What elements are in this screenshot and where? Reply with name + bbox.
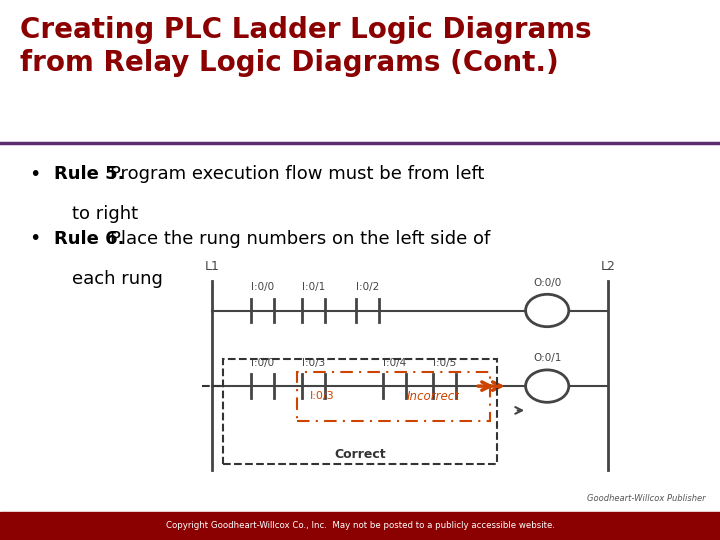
Text: I:0/0: I:0/0 bbox=[251, 357, 274, 368]
Text: •: • bbox=[29, 230, 40, 248]
Bar bbox=[297, 372, 490, 421]
Text: I:0/5: I:0/5 bbox=[433, 357, 456, 368]
Text: Correct: Correct bbox=[334, 448, 386, 461]
Text: I:0/0: I:0/0 bbox=[251, 282, 274, 292]
Text: L2: L2 bbox=[601, 260, 616, 273]
Text: O:0/0: O:0/0 bbox=[533, 278, 562, 288]
Text: O:0/1: O:0/1 bbox=[533, 353, 562, 363]
Text: each rung: each rung bbox=[72, 270, 163, 288]
Text: L1: L1 bbox=[205, 260, 220, 273]
Text: to right: to right bbox=[72, 205, 138, 223]
Text: I:0/1: I:0/1 bbox=[302, 282, 325, 292]
Text: Rule 6.: Rule 6. bbox=[54, 230, 125, 247]
Text: Incorrect: Incorrect bbox=[406, 390, 459, 403]
Text: Program execution flow must be from left: Program execution flow must be from left bbox=[110, 165, 485, 183]
Text: I:0/4: I:0/4 bbox=[383, 357, 406, 368]
Text: Goodheart-Willcox Publisher: Goodheart-Willcox Publisher bbox=[587, 494, 706, 503]
Text: Place the rung numbers on the left side of: Place the rung numbers on the left side … bbox=[110, 230, 490, 247]
Text: I:0/3: I:0/3 bbox=[302, 357, 325, 368]
Text: Creating PLC Ladder Logic Diagrams
from Relay Logic Diagrams (Cont.): Creating PLC Ladder Logic Diagrams from … bbox=[20, 16, 592, 77]
Bar bbox=[223, 359, 497, 464]
Text: •: • bbox=[29, 165, 40, 184]
Text: I:0/2: I:0/2 bbox=[356, 282, 379, 292]
Bar bbox=[0, 512, 720, 540]
Text: Copyright Goodheart-Willcox Co., Inc.  May not be posted to a publicly accessibl: Copyright Goodheart-Willcox Co., Inc. Ma… bbox=[166, 522, 554, 530]
Text: I:0/3: I:0/3 bbox=[310, 392, 334, 401]
Text: Rule 5.: Rule 5. bbox=[54, 165, 125, 183]
